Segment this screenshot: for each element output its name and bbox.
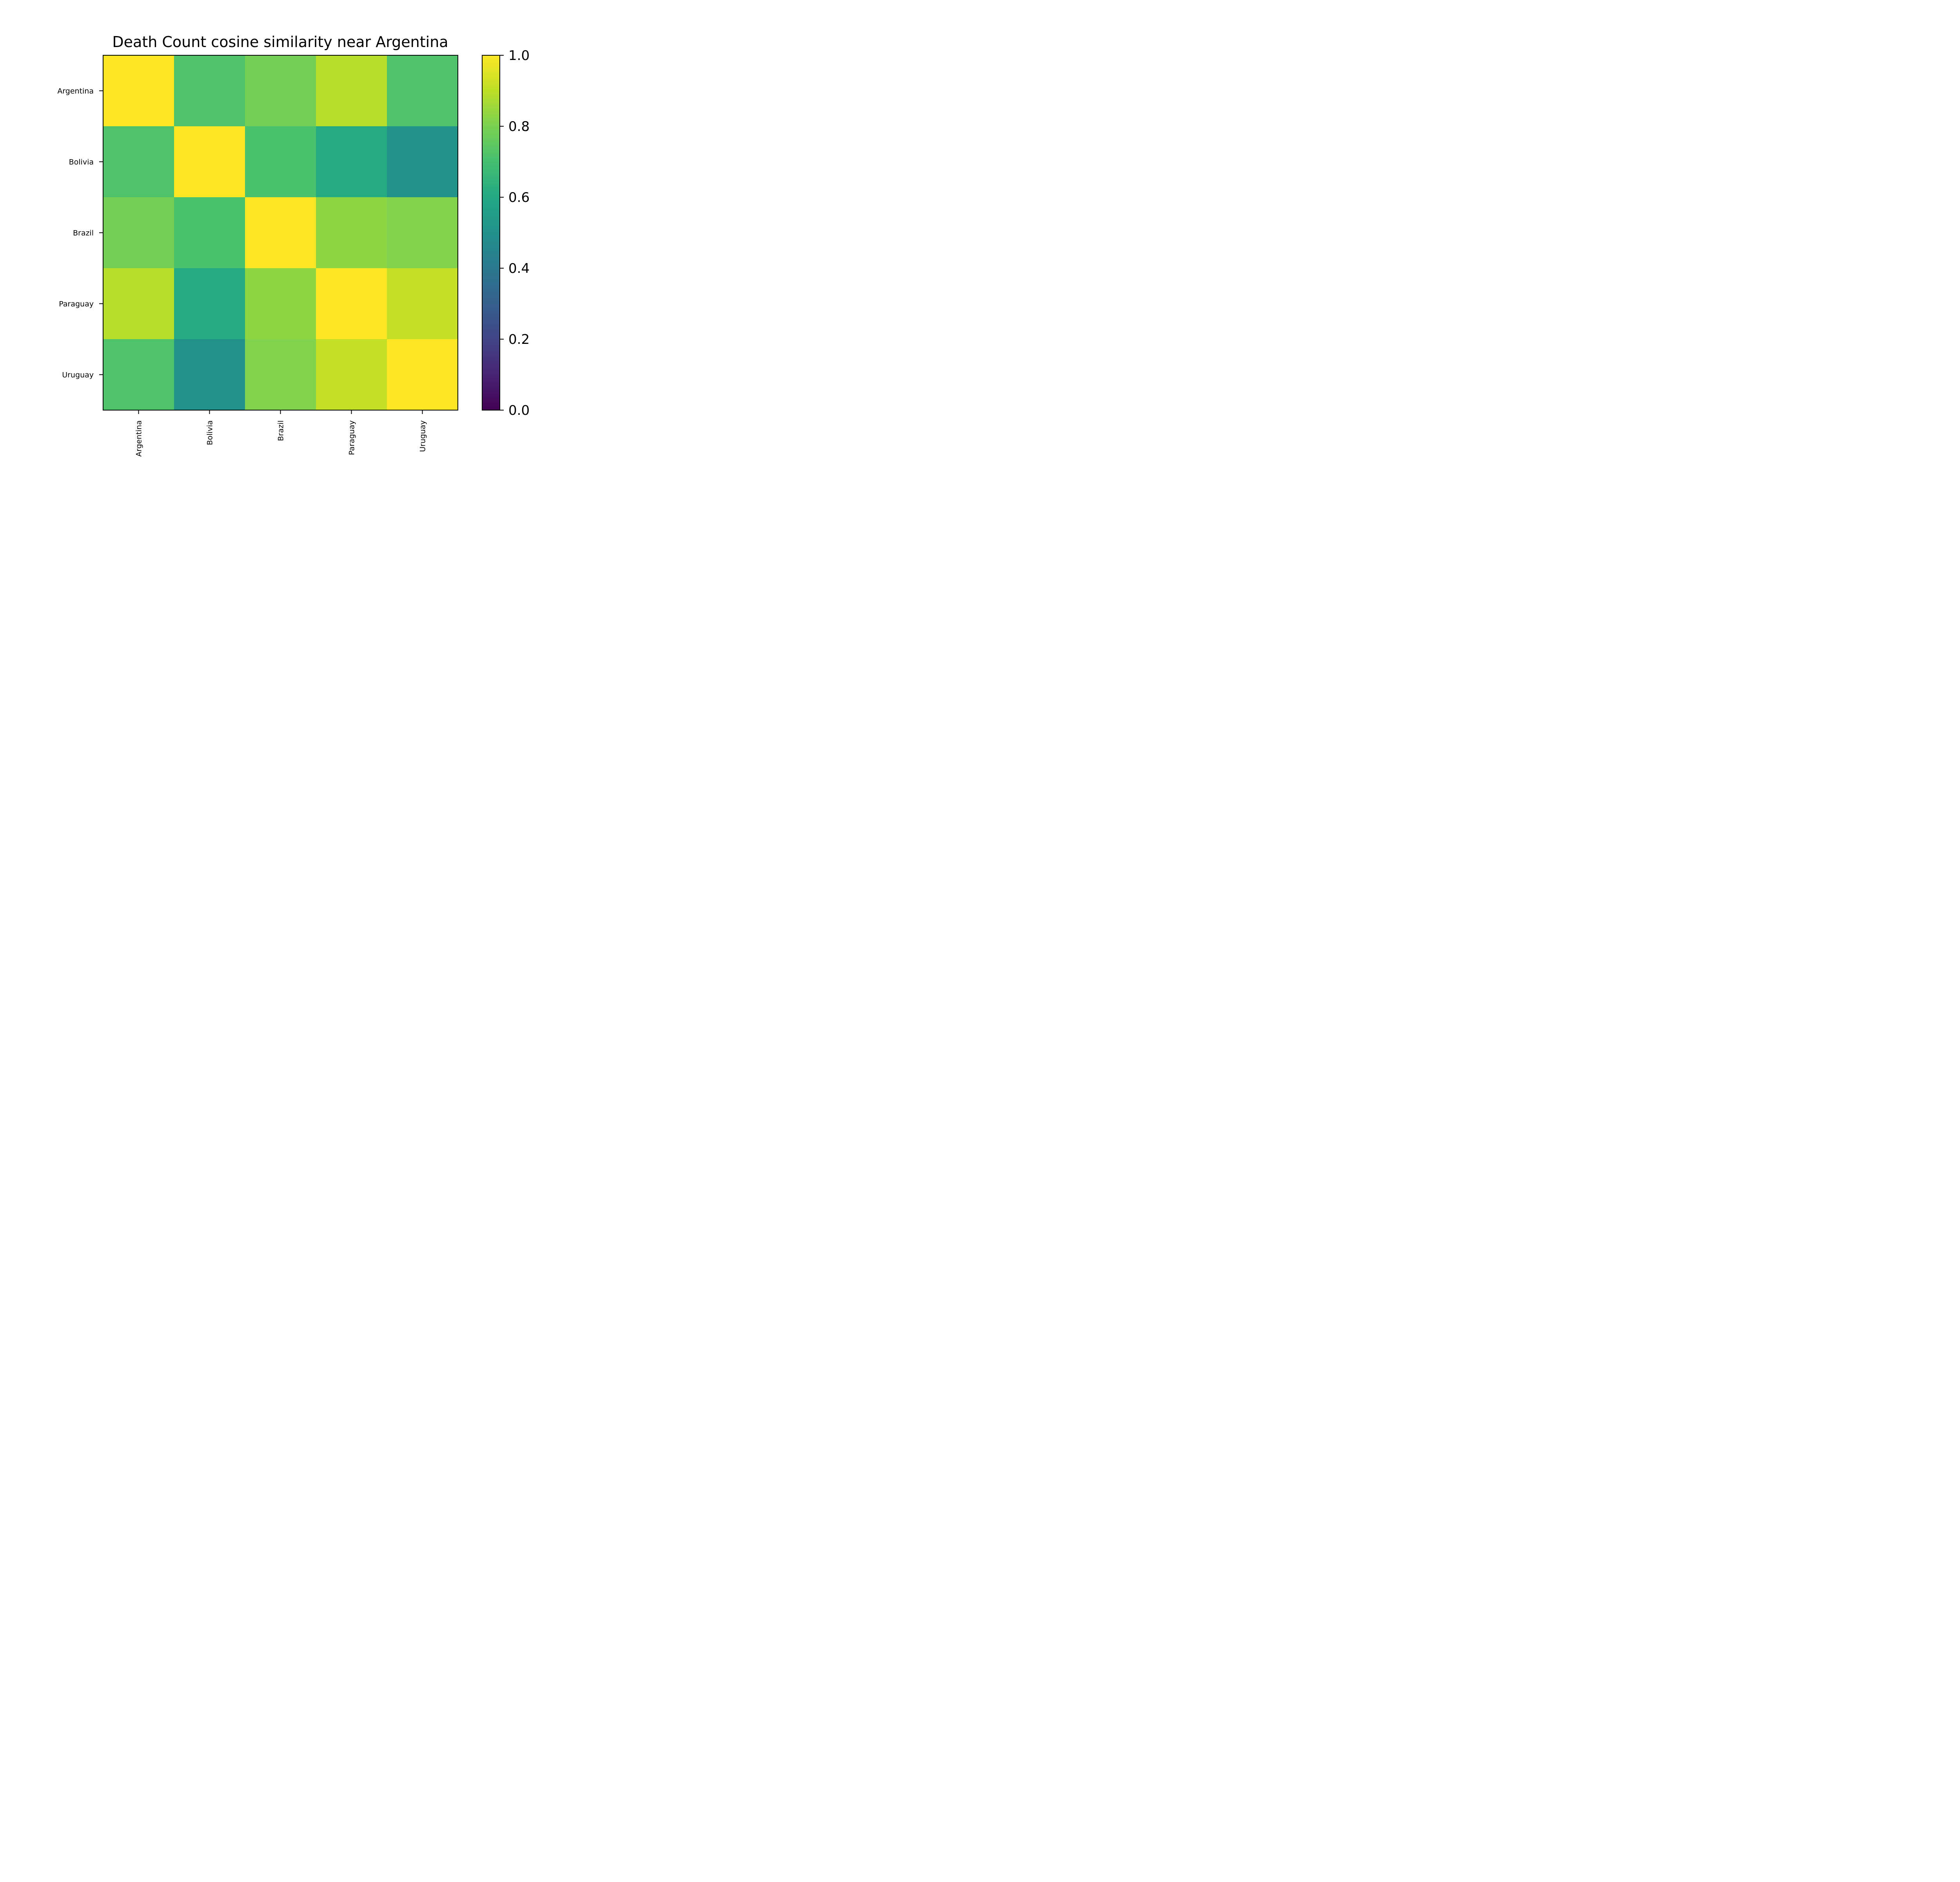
colorbar-tick-label: 0.0 <box>508 403 530 418</box>
heatmap-cell <box>245 197 316 269</box>
y-tick-label: Uruguay <box>62 371 94 380</box>
x-axis-ticks: Argentina Bolivia Brazil Paraguay Uruguay <box>135 410 427 457</box>
heatmap-cells <box>103 55 458 411</box>
plot-frame <box>103 55 458 411</box>
heatmap-cell <box>245 268 316 340</box>
colorbar-tick-label: 0.4 <box>508 261 530 276</box>
heatmap-cell <box>174 126 245 198</box>
heatmap-figure: Death Count cosine similarity near Argen… <box>57 33 530 457</box>
colorbar-tick-label: 0.8 <box>508 119 530 134</box>
colorbar-tick-label: 0.2 <box>508 332 530 347</box>
heatmap-cell <box>174 55 245 127</box>
x-tick-label: Argentina <box>135 420 143 457</box>
colorbar-tick-label: 1.0 <box>508 48 530 64</box>
heatmap-cell <box>103 339 174 411</box>
chart-title: Death Count cosine similarity near Argen… <box>112 33 448 51</box>
heatmap-cell <box>245 126 316 198</box>
x-tick-label: Bolivia <box>206 420 214 445</box>
y-tick-label: Bolivia <box>69 158 94 167</box>
heatmap-cell <box>316 197 387 269</box>
heatmap-cell <box>316 268 387 340</box>
heatmap-cell <box>387 126 458 198</box>
heatmap-cell <box>316 339 387 411</box>
heatmap-cell <box>245 339 316 411</box>
heatmap-cell <box>245 55 316 127</box>
colorbar-tick-label: 0.6 <box>508 190 530 205</box>
y-axis-ticks: Argentina Bolivia Brazil Paraguay Uruguay <box>57 87 103 380</box>
heatmap-cell <box>174 197 245 269</box>
colorbar <box>482 55 500 411</box>
heatmap-cell <box>387 268 458 340</box>
heatmap-cell <box>387 197 458 269</box>
y-tick-label: Brazil <box>73 229 94 238</box>
heatmap-cell <box>174 339 245 411</box>
x-tick-label: Brazil <box>277 420 285 441</box>
colorbar-ticks: 0.0 0.2 0.4 0.6 0.8 1.0 <box>500 48 530 418</box>
heatmap-cell <box>316 126 387 198</box>
heatmap-cell <box>316 55 387 127</box>
heatmap-cell <box>387 339 458 411</box>
x-tick-label: Paraguay <box>348 420 356 455</box>
heatmap-cell <box>103 197 174 269</box>
heatmap-cell <box>103 126 174 198</box>
heatmap-cell <box>174 268 245 340</box>
y-tick-label: Paraguay <box>59 300 94 309</box>
heatmap-cell <box>103 55 174 127</box>
y-tick-label: Argentina <box>57 87 94 96</box>
x-tick-label: Uruguay <box>419 420 427 452</box>
heatmap-cell <box>103 268 174 340</box>
heatmap-cell <box>387 55 458 127</box>
